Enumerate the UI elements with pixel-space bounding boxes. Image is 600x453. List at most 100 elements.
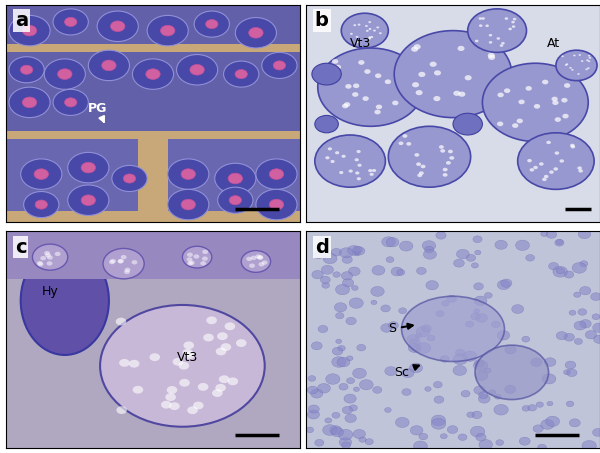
- Circle shape: [585, 331, 596, 339]
- Circle shape: [580, 319, 591, 328]
- Circle shape: [566, 369, 577, 376]
- Circle shape: [479, 392, 488, 399]
- Circle shape: [121, 255, 127, 259]
- Circle shape: [415, 153, 419, 157]
- Circle shape: [131, 260, 137, 265]
- Circle shape: [522, 336, 530, 342]
- Circle shape: [417, 173, 422, 177]
- Circle shape: [372, 169, 376, 172]
- Circle shape: [251, 255, 257, 260]
- Circle shape: [496, 440, 503, 445]
- Circle shape: [553, 266, 568, 277]
- Circle shape: [416, 90, 422, 95]
- Circle shape: [547, 401, 553, 406]
- Circle shape: [565, 361, 576, 369]
- Circle shape: [193, 254, 199, 259]
- Circle shape: [455, 349, 465, 356]
- Circle shape: [470, 426, 485, 437]
- Circle shape: [542, 374, 556, 384]
- Circle shape: [381, 305, 391, 312]
- Circle shape: [22, 97, 37, 108]
- Circle shape: [336, 339, 341, 343]
- Circle shape: [538, 444, 547, 451]
- Circle shape: [47, 255, 53, 260]
- Circle shape: [229, 196, 241, 205]
- Circle shape: [533, 166, 538, 169]
- Text: Sc: Sc: [394, 365, 419, 379]
- Circle shape: [97, 11, 139, 42]
- Circle shape: [110, 259, 116, 263]
- Circle shape: [354, 247, 365, 255]
- Circle shape: [246, 257, 252, 261]
- Circle shape: [571, 145, 575, 149]
- Circle shape: [44, 251, 50, 255]
- Circle shape: [413, 44, 421, 49]
- Circle shape: [561, 98, 568, 102]
- Circle shape: [442, 301, 449, 306]
- Circle shape: [335, 151, 339, 154]
- Circle shape: [453, 354, 467, 365]
- Circle shape: [512, 123, 518, 128]
- Circle shape: [422, 325, 431, 332]
- Text: b: b: [315, 11, 329, 30]
- Circle shape: [431, 419, 446, 429]
- Circle shape: [160, 25, 175, 36]
- Circle shape: [433, 96, 440, 101]
- Circle shape: [439, 145, 444, 149]
- Circle shape: [411, 47, 418, 52]
- Circle shape: [187, 406, 198, 414]
- Circle shape: [133, 386, 143, 394]
- Circle shape: [569, 67, 572, 69]
- Circle shape: [580, 261, 588, 267]
- Circle shape: [318, 48, 424, 126]
- Circle shape: [40, 256, 46, 260]
- Circle shape: [448, 149, 453, 153]
- Text: PG: PG: [88, 102, 107, 122]
- Circle shape: [590, 293, 600, 301]
- Circle shape: [497, 92, 504, 97]
- Text: Vt3: Vt3: [176, 351, 198, 364]
- Circle shape: [110, 21, 125, 32]
- Circle shape: [339, 171, 343, 174]
- Circle shape: [55, 252, 61, 256]
- Circle shape: [485, 48, 493, 53]
- Circle shape: [340, 248, 353, 258]
- Circle shape: [217, 332, 228, 340]
- Circle shape: [582, 440, 596, 451]
- Circle shape: [179, 379, 190, 387]
- Circle shape: [569, 419, 580, 427]
- Circle shape: [497, 280, 510, 289]
- Circle shape: [206, 19, 218, 29]
- Circle shape: [545, 416, 560, 427]
- Circle shape: [556, 268, 565, 274]
- Text: a: a: [15, 11, 28, 30]
- Circle shape: [527, 159, 532, 162]
- Circle shape: [419, 434, 428, 440]
- Circle shape: [564, 333, 574, 341]
- Circle shape: [344, 394, 356, 403]
- Circle shape: [556, 332, 567, 340]
- Circle shape: [332, 59, 338, 64]
- Circle shape: [181, 169, 196, 179]
- Circle shape: [357, 344, 366, 351]
- Circle shape: [353, 83, 359, 88]
- Circle shape: [256, 189, 297, 220]
- Circle shape: [588, 60, 590, 62]
- Circle shape: [479, 439, 493, 449]
- Polygon shape: [6, 53, 300, 130]
- Circle shape: [248, 28, 263, 38]
- Circle shape: [34, 169, 49, 179]
- Circle shape: [345, 84, 352, 89]
- Circle shape: [45, 253, 51, 257]
- Circle shape: [588, 55, 590, 57]
- Circle shape: [347, 246, 361, 255]
- Circle shape: [338, 346, 346, 351]
- Circle shape: [358, 60, 365, 65]
- Circle shape: [593, 323, 600, 333]
- Circle shape: [549, 170, 554, 174]
- Circle shape: [385, 79, 391, 84]
- Circle shape: [322, 283, 329, 288]
- Circle shape: [559, 159, 564, 163]
- Circle shape: [184, 351, 195, 359]
- Circle shape: [464, 75, 472, 80]
